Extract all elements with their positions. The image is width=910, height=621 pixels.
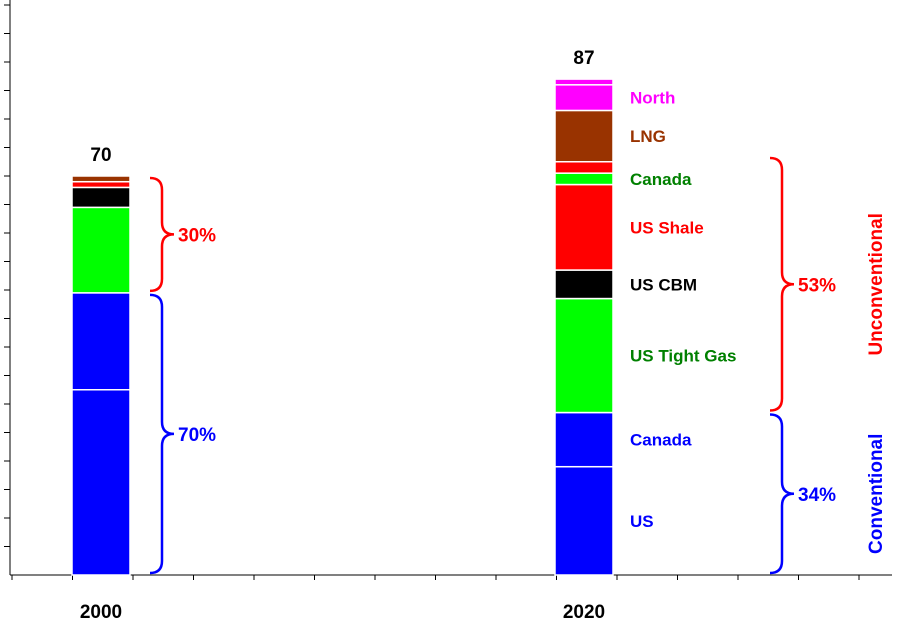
bar-segment <box>554 161 614 174</box>
total-label: 87 <box>573 48 594 69</box>
bar-segment <box>554 411 614 468</box>
brace-percent-label: 53% <box>798 275 836 296</box>
bar-segment <box>554 84 614 112</box>
brace <box>769 156 795 412</box>
bar-segment <box>554 269 614 300</box>
brace <box>769 413 795 575</box>
group-label: Unconventional <box>866 213 887 356</box>
bar-segment <box>71 175 131 183</box>
bar-segment <box>554 78 614 86</box>
category-label: 2000 <box>80 602 122 621</box>
bar-segment <box>71 206 131 294</box>
bar-segment <box>71 180 131 189</box>
segment-label: Canada <box>630 431 692 450</box>
bar-segment <box>71 186 131 209</box>
segment-label: US Tight Gas <box>630 347 736 366</box>
segment-label: LNG <box>630 127 666 146</box>
segment-label: US <box>630 512 654 531</box>
bar-segment <box>554 172 614 186</box>
bar-segment <box>554 297 614 414</box>
segment-label: US CBM <box>630 275 697 294</box>
segment-label: North <box>630 89 675 108</box>
group-label: Conventional <box>866 434 887 554</box>
brace-percent-label: 30% <box>178 225 216 246</box>
brace-percent-label: 34% <box>798 485 836 506</box>
category-label: 2020 <box>563 602 605 621</box>
bar-segment <box>554 109 614 163</box>
brace <box>149 293 175 575</box>
brace <box>149 176 175 293</box>
brace-percent-label: 70% <box>178 425 216 446</box>
bar-segment <box>554 183 614 271</box>
bar-segment <box>554 465 614 576</box>
segment-label: Canada <box>630 170 692 189</box>
bar-segment <box>71 292 131 391</box>
total-label: 70 <box>90 145 111 166</box>
bar-segment <box>71 389 131 576</box>
segment-label: US Shale <box>630 218 704 237</box>
